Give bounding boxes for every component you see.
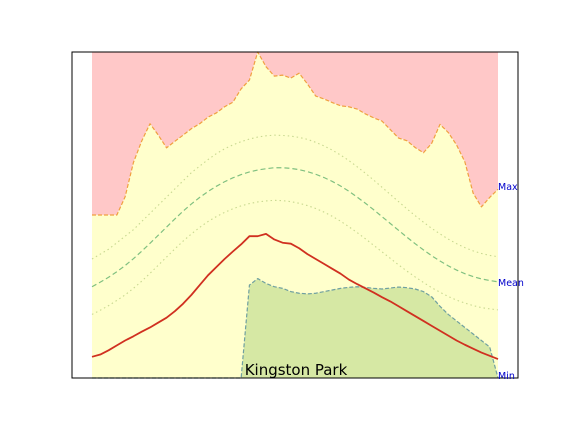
min-label: Min: [498, 371, 515, 382]
mean-label: Mean: [498, 278, 524, 289]
plot-frame: [71, 51, 519, 379]
max-label: Max: [498, 182, 518, 193]
area-layer: [92, 52, 498, 378]
chart-title: Kingston Park: [245, 361, 348, 379]
below-min-area: [92, 278, 498, 378]
mean-line: [91, 167, 499, 288]
max-line: [92, 51, 499, 216]
min-max-band-area: [92, 52, 498, 378]
current-line: [91, 233, 499, 360]
above-max-area: [92, 52, 498, 215]
mean-minus-std-line: [91, 199, 499, 315]
mean-plus-std-line: [91, 134, 499, 260]
